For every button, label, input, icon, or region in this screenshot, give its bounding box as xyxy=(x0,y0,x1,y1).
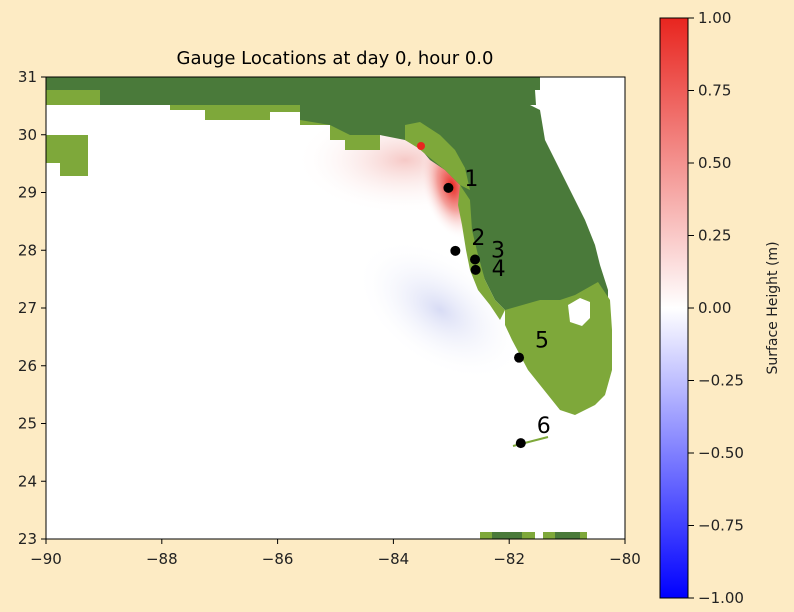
y-tick-label: 30 xyxy=(18,126,37,144)
land-cuba-b-dark xyxy=(555,532,580,539)
gauge-label: 2 xyxy=(471,226,485,251)
gauge-marker xyxy=(450,245,461,256)
y-tick-label: 28 xyxy=(18,241,37,259)
chart-title: Gauge Locations at day 0, hour 0.0 xyxy=(177,48,494,69)
land-north xyxy=(46,77,540,105)
x-tick-label: −80 xyxy=(609,550,641,568)
colorbar-gradient xyxy=(659,17,689,599)
colorbar-tick-label: 1.00 xyxy=(698,9,731,27)
land-mask xyxy=(46,77,612,539)
colorbar-ticks: 1.00 0.75 0.50 0.25 0.00 −0.25 −0.50 −0.75 −1.00 xyxy=(688,9,744,607)
colorbar-tick-label: −0.75 xyxy=(698,517,744,535)
x-axis: −90 −88 −86 −84 −82 −80 xyxy=(30,539,641,568)
gauge-label: 4 xyxy=(492,257,506,282)
colorbar-tick-label: −1.00 xyxy=(698,589,744,607)
colorbar-tick-label: −0.50 xyxy=(698,444,744,462)
y-tick-label: 26 xyxy=(18,357,37,375)
x-tick-label: −88 xyxy=(146,550,178,568)
y-tick-label: 29 xyxy=(18,184,37,202)
surge-hotspot xyxy=(417,142,425,150)
y-tick-label: 24 xyxy=(18,472,37,490)
gauge-label: 5 xyxy=(535,329,549,354)
land-cuba-a-dark xyxy=(492,532,522,539)
gauges: 1 234 5 6 xyxy=(443,167,551,449)
y-axis: 23 24 25 26 27 28 29 30 31 xyxy=(18,68,46,548)
colorbar-label: Surface Height (m) xyxy=(765,241,781,374)
gauge-marker xyxy=(514,352,525,363)
colorbar-tick-label: 0.25 xyxy=(698,227,731,245)
plot-area: 1 234 5 6 xyxy=(45,76,626,540)
florida-gulf-bend xyxy=(405,122,470,190)
colorbar-tick-label: −0.25 xyxy=(698,372,744,390)
gauge-marker xyxy=(470,254,481,265)
gauge-marker xyxy=(443,182,454,193)
gauge-marker xyxy=(470,264,481,275)
x-tick-label: −86 xyxy=(262,550,294,568)
y-tick-label: 27 xyxy=(18,299,37,317)
colorbar-tick-label: 0.00 xyxy=(698,299,731,317)
y-tick-label: 25 xyxy=(18,415,37,433)
land-west-strip xyxy=(46,135,88,163)
lake-okeechobee xyxy=(568,298,590,326)
colorbar: 1.00 0.75 0.50 0.25 0.00 −0.25 −0.50 −0.75 −1.00… xyxy=(659,9,781,607)
x-tick-label: −84 xyxy=(378,550,410,568)
florida-peninsula xyxy=(300,100,608,330)
x-tick-label: −90 xyxy=(30,550,62,568)
x-tick-label: −82 xyxy=(493,550,525,568)
gauge-label: 6 xyxy=(537,414,551,439)
y-tick-label: 31 xyxy=(18,68,37,86)
y-tick-label: 23 xyxy=(18,530,37,548)
gauge-marker xyxy=(515,438,526,449)
florida-west-fringe xyxy=(458,185,505,320)
colorbar-tick-label: 0.75 xyxy=(698,82,731,100)
gauge-label: 1 xyxy=(464,167,478,192)
gauge-label: 3 xyxy=(491,238,505,263)
land-west-strip-2 xyxy=(60,160,88,176)
colorbar-tick-label: 0.50 xyxy=(698,154,731,172)
